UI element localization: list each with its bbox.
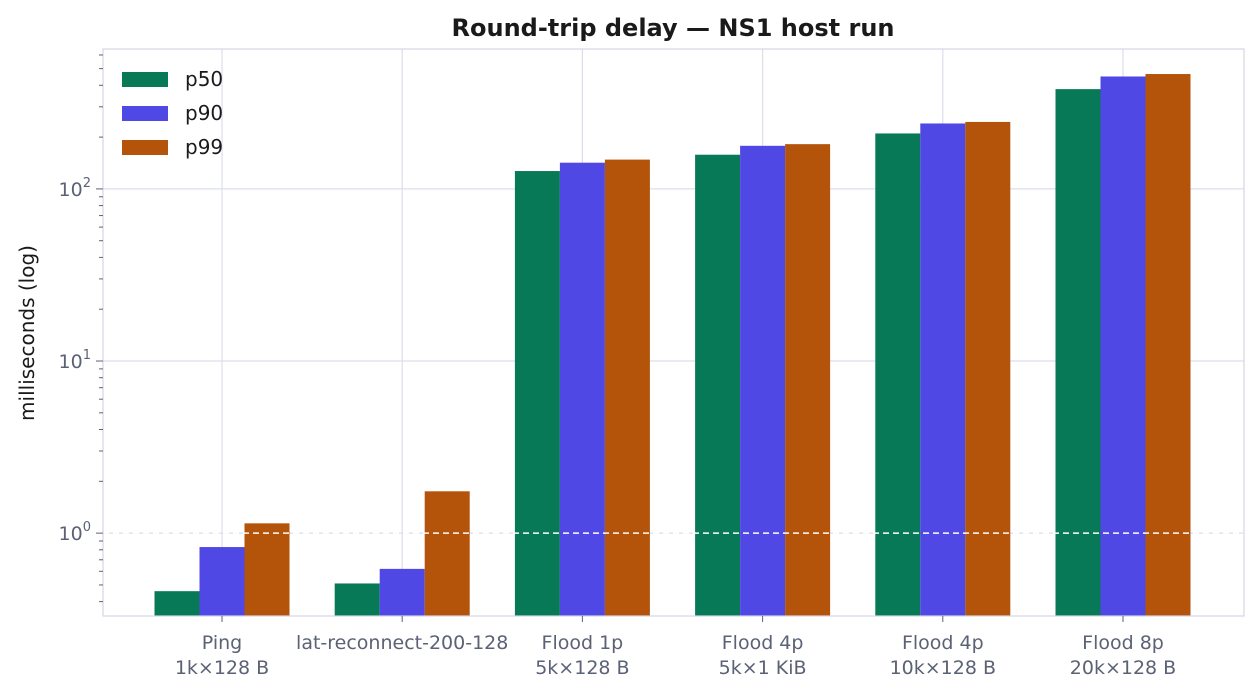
bar-p90 bbox=[740, 145, 786, 616]
x-tick-label: lat-reconnect-200-128 bbox=[296, 632, 508, 654]
legend-swatch-p50 bbox=[122, 72, 168, 87]
bar-p99 bbox=[424, 491, 470, 616]
legend-label-p90: p90 bbox=[185, 101, 223, 125]
x-tick-label: Ping 1k×128 B bbox=[175, 632, 269, 679]
y-axis-label: milliseconds (log) bbox=[15, 245, 39, 421]
bar-p99 bbox=[1145, 74, 1191, 617]
bar-p50 bbox=[334, 583, 380, 616]
bar-p99 bbox=[604, 159, 650, 617]
legend-swatch-p99 bbox=[122, 140, 168, 155]
x-tick-label: Flood 8p 20k×128 B bbox=[1070, 632, 1176, 679]
legend-swatch-p90 bbox=[122, 106, 168, 121]
bar-p50 bbox=[514, 171, 560, 617]
bar-p90 bbox=[920, 123, 966, 617]
bar-p90 bbox=[559, 162, 605, 616]
bar-p50 bbox=[875, 133, 921, 616]
legend-label-p50: p50 bbox=[185, 67, 223, 91]
bar-p50 bbox=[1055, 89, 1101, 617]
y-tick-label: 100 bbox=[59, 520, 91, 545]
bar-p99 bbox=[785, 144, 831, 616]
bar-p90 bbox=[1100, 76, 1146, 617]
legend: p50 p90 p99 bbox=[122, 67, 223, 159]
y-axis: 100 101 102 bbox=[59, 54, 103, 603]
bar-p50 bbox=[695, 154, 741, 616]
bar-p90 bbox=[199, 547, 245, 616]
chart-title: Round-trip delay — NS1 host run bbox=[452, 14, 895, 42]
legend-label-p99: p99 bbox=[185, 135, 223, 159]
x-tick-label: Flood 4p 10k×128 B bbox=[890, 632, 996, 679]
y-tick-label: 101 bbox=[59, 348, 91, 373]
bar-p50 bbox=[154, 591, 200, 616]
bar-p99 bbox=[965, 121, 1011, 616]
bar-p90 bbox=[379, 568, 425, 616]
x-tick-label: Flood 4p 5k×1 KiB bbox=[719, 632, 807, 679]
bars bbox=[154, 74, 1191, 617]
x-axis: Ping 1k×128 B lat-reconnect-200-128 Flood 1… bbox=[175, 616, 1176, 679]
x-tick-label: Flood 1p 5k×128 B bbox=[535, 632, 629, 679]
bar-p99 bbox=[244, 523, 290, 616]
plot-frame bbox=[102, 48, 1245, 617]
y-tick-label: 102 bbox=[59, 176, 91, 201]
